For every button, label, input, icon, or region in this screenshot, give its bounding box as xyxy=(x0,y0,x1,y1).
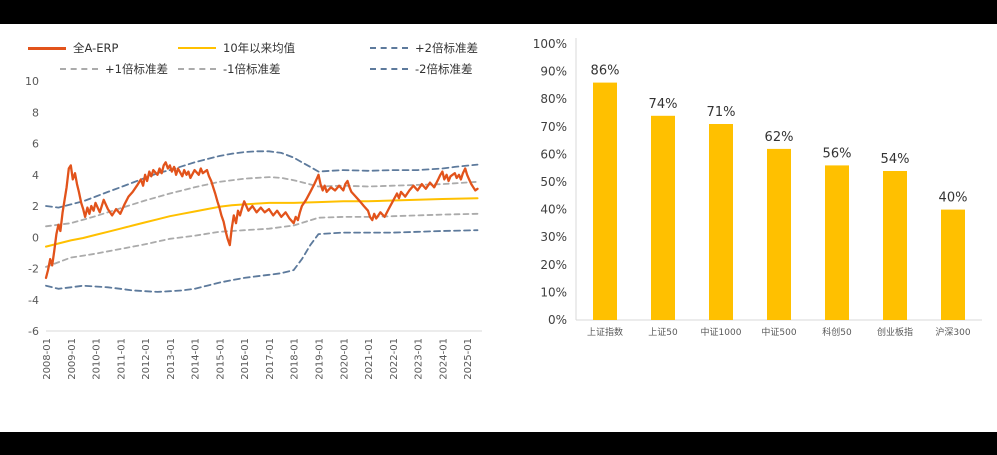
svg-text:科创50: 科创50 xyxy=(822,326,852,338)
svg-text:2010-01: 2010-01 xyxy=(92,338,103,380)
legend-label: +2倍标准差 xyxy=(415,41,478,55)
legend-line-swatch xyxy=(28,46,66,50)
svg-text:10%: 10% xyxy=(540,285,567,299)
svg-text:8: 8 xyxy=(32,106,39,119)
svg-text:56%: 56% xyxy=(823,146,852,161)
svg-text:2021-01: 2021-01 xyxy=(364,338,375,380)
svg-text:10: 10 xyxy=(25,77,39,88)
svg-text:-4: -4 xyxy=(28,294,39,307)
legend-item: 10年以来均值 xyxy=(178,40,370,56)
svg-text:创业板指: 创业板指 xyxy=(877,326,913,338)
svg-text:2017-01: 2017-01 xyxy=(265,338,276,380)
svg-text:74%: 74% xyxy=(649,97,678,112)
svg-text:中证1000: 中证1000 xyxy=(701,326,742,338)
svg-text:2008-01: 2008-01 xyxy=(42,338,53,380)
legend-label: 10年以来均值 xyxy=(223,41,296,55)
svg-text:2022-01: 2022-01 xyxy=(389,338,400,380)
svg-text:50%: 50% xyxy=(540,175,567,189)
svg-text:-2: -2 xyxy=(28,263,39,276)
legend-line-swatch xyxy=(60,68,98,70)
legend-item: -1倍标准差 xyxy=(178,61,370,77)
valuation-bar-panel: 0% 10% 20% 30% 40% 50% 60% 70% 80% 90% 100% 86% 上证指数… xyxy=(524,28,990,346)
svg-text:2023-01: 2023-01 xyxy=(414,338,425,380)
svg-text:2012-01: 2012-01 xyxy=(141,338,152,380)
svg-text:-6: -6 xyxy=(28,325,39,338)
svg-text:2016-01: 2016-01 xyxy=(240,338,251,380)
svg-text:62%: 62% xyxy=(765,130,794,145)
svg-text:0%: 0% xyxy=(548,313,567,327)
index-percentile-bar-chart: 0% 10% 20% 30% 40% 50% 60% 70% 80% 90% 100% 86% 上证指数… xyxy=(533,37,982,338)
legend-item: +2倍标准差 xyxy=(370,40,496,56)
legend-item: +1倍标准差 xyxy=(60,61,178,77)
svg-text:2014-01: 2014-01 xyxy=(191,338,202,380)
svg-text:2025-01: 2025-01 xyxy=(463,338,474,380)
svg-text:2020-01: 2020-01 xyxy=(339,338,350,380)
svg-text:80%: 80% xyxy=(540,92,567,106)
svg-text:中证500: 中证500 xyxy=(761,326,796,338)
svg-text:沪深300: 沪深300 xyxy=(935,326,970,338)
svg-text:2024-01: 2024-01 xyxy=(438,338,449,380)
svg-text:0: 0 xyxy=(32,231,39,244)
svg-text:2011-01: 2011-01 xyxy=(116,338,127,380)
svg-text:上证50: 上证50 xyxy=(648,327,678,338)
svg-text:6: 6 xyxy=(32,138,39,151)
svg-text:86%: 86% xyxy=(591,64,620,79)
erp-chart-legend: 全A-ERP 10年以来均值 +2倍标准差 +1倍标准差 -1倍标准差 -2倍标准差 xyxy=(28,40,496,77)
svg-text:71%: 71% xyxy=(707,105,736,120)
svg-text:90%: 90% xyxy=(540,65,567,79)
svg-text:100%: 100% xyxy=(533,37,567,51)
svg-text:20%: 20% xyxy=(540,258,567,272)
erp-chart-panel: 全A-ERP 10年以来均值 +2倍标准差 +1倍标准差 -1倍标准差 -2倍标准差 10… xyxy=(14,26,496,399)
content-area: 全A-ERP 10年以来均值 +2倍标准差 +1倍标准差 -1倍标准差 -2倍标准差 10… xyxy=(0,24,997,432)
svg-text:40%: 40% xyxy=(939,191,968,206)
legend-line-swatch xyxy=(370,68,408,70)
svg-text:54%: 54% xyxy=(881,152,910,167)
svg-text:2019-01: 2019-01 xyxy=(315,338,326,380)
legend-label: -2倍标准差 xyxy=(415,62,473,76)
svg-text:4: 4 xyxy=(32,169,39,182)
svg-text:2013-01: 2013-01 xyxy=(166,338,177,380)
legend-line-swatch xyxy=(178,47,216,49)
svg-text:2018-01: 2018-01 xyxy=(290,338,301,380)
svg-text:40%: 40% xyxy=(540,203,567,217)
svg-text:2: 2 xyxy=(32,200,39,213)
svg-text:2009-01: 2009-01 xyxy=(67,338,78,380)
legend-label: +1倍标准差 xyxy=(105,62,168,76)
svg-text:70%: 70% xyxy=(540,120,567,134)
legend-label: -1倍标准差 xyxy=(223,62,281,76)
legend-item: -2倍标准差 xyxy=(370,61,496,77)
legend-line-swatch xyxy=(178,68,216,70)
legend-item: 全A-ERP xyxy=(28,40,178,56)
legend-label: 全A-ERP xyxy=(73,41,119,55)
svg-text:2015-01: 2015-01 xyxy=(215,338,226,380)
svg-text:上证指数: 上证指数 xyxy=(587,326,623,338)
svg-text:60%: 60% xyxy=(540,147,567,161)
svg-text:30%: 30% xyxy=(540,230,567,244)
legend-line-swatch xyxy=(370,47,408,49)
